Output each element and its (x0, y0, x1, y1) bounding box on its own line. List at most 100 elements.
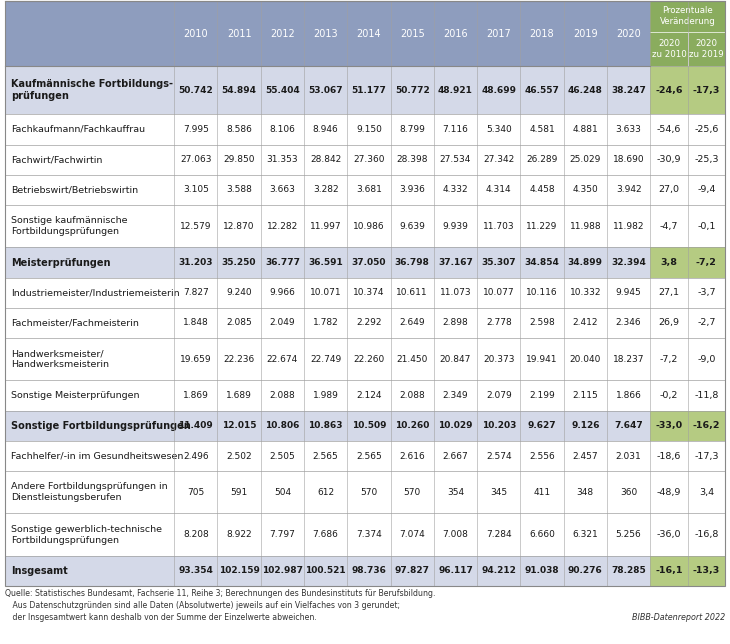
Text: 46.248: 46.248 (568, 86, 603, 95)
Bar (218, 441, 261, 471)
Text: 4.581: 4.581 (529, 125, 555, 134)
Text: -36,0: -36,0 (657, 530, 681, 539)
Text: 11.229: 11.229 (526, 222, 558, 231)
Bar (650, 338, 688, 381)
Text: 18.690: 18.690 (612, 155, 645, 164)
Text: -13,3: -13,3 (693, 566, 720, 575)
Bar (520, 115, 564, 145)
Bar (347, 308, 391, 338)
Bar (218, 175, 261, 205)
Bar (650, 32, 688, 66)
Text: 55.404: 55.404 (265, 86, 300, 95)
Text: 12.015: 12.015 (222, 421, 256, 430)
Text: -17,3: -17,3 (694, 451, 718, 460)
Bar (477, 411, 520, 441)
Bar (434, 1, 477, 66)
Text: 27,1: 27,1 (658, 289, 680, 298)
Bar (218, 308, 261, 338)
Bar (174, 278, 218, 308)
Text: 32.394: 32.394 (611, 258, 646, 267)
Text: 3,4: 3,4 (699, 488, 714, 497)
Bar (174, 471, 218, 513)
Text: 2.616: 2.616 (399, 451, 425, 460)
Text: 2015: 2015 (400, 28, 425, 39)
Bar (477, 471, 520, 513)
Bar (218, 247, 261, 278)
Text: 9.939: 9.939 (442, 222, 469, 231)
Text: 6.660: 6.660 (529, 530, 555, 539)
Text: 2.349: 2.349 (442, 391, 469, 400)
Text: 591: 591 (231, 488, 247, 497)
Bar (391, 115, 434, 145)
Bar (520, 381, 564, 411)
Text: 10.260: 10.260 (395, 421, 429, 430)
Text: -24,6: -24,6 (656, 86, 683, 95)
Text: 2.505: 2.505 (269, 451, 295, 460)
Bar (304, 115, 347, 145)
Bar (5, 1, 174, 66)
Bar (174, 115, 218, 145)
Text: 53.067: 53.067 (308, 86, 343, 95)
Bar (520, 471, 564, 513)
Text: 7.647: 7.647 (614, 421, 643, 430)
Bar (261, 66, 304, 115)
Text: 27.063: 27.063 (180, 155, 212, 164)
Text: 10.332: 10.332 (569, 289, 601, 298)
Bar (261, 145, 304, 175)
Text: -2,7: -2,7 (697, 319, 715, 328)
Bar (434, 308, 477, 338)
Bar (261, 381, 304, 411)
Text: 11.997: 11.997 (310, 222, 342, 231)
Bar (477, 175, 520, 205)
Text: 51.177: 51.177 (352, 86, 386, 95)
Text: 50.742: 50.742 (178, 86, 213, 95)
Text: 4.314: 4.314 (486, 185, 512, 194)
Bar (688, 66, 725, 115)
Bar (5, 556, 174, 586)
Text: Quelle: Statistisches Bundesamt, Fachserie 11, Reihe 3; Berechnungen des Bundesi: Quelle: Statistisches Bundesamt, Fachser… (5, 589, 436, 598)
Text: Fachhelfer/-in im Gesundheitswesen: Fachhelfer/-in im Gesundheitswesen (11, 451, 183, 460)
Bar (520, 556, 564, 586)
Text: Meisterprüfungen: Meisterprüfungen (11, 258, 110, 267)
Text: -30,9: -30,9 (657, 155, 681, 164)
Bar (434, 411, 477, 441)
Text: 34.854: 34.854 (525, 258, 559, 267)
Text: 3.663: 3.663 (269, 185, 296, 194)
Bar (174, 513, 218, 556)
Bar (607, 175, 650, 205)
Text: 2.778: 2.778 (486, 319, 512, 328)
Text: 8.208: 8.208 (183, 530, 209, 539)
Text: 100.521: 100.521 (305, 566, 346, 575)
Bar (261, 278, 304, 308)
Text: 2.565: 2.565 (312, 451, 339, 460)
Bar (261, 441, 304, 471)
Text: 10.806: 10.806 (265, 421, 299, 430)
Bar (218, 338, 261, 381)
Text: 4.458: 4.458 (529, 185, 555, 194)
Text: 20.040: 20.040 (569, 355, 601, 364)
Text: 2013: 2013 (313, 28, 338, 39)
Text: 5.256: 5.256 (615, 530, 642, 539)
Text: 38.247: 38.247 (611, 86, 646, 95)
Bar (304, 205, 347, 247)
Bar (434, 115, 477, 145)
Bar (5, 513, 174, 556)
Bar (5, 471, 174, 513)
Text: -0,2: -0,2 (660, 391, 678, 400)
Bar (5, 66, 174, 115)
Text: 10.374: 10.374 (353, 289, 385, 298)
Text: 12.282: 12.282 (266, 222, 298, 231)
Text: 2.085: 2.085 (226, 319, 252, 328)
Text: 2.667: 2.667 (442, 451, 469, 460)
Bar (520, 145, 564, 175)
Text: 3.633: 3.633 (615, 125, 642, 134)
Bar (174, 556, 218, 586)
Text: 37.050: 37.050 (352, 258, 386, 267)
Text: -4,7: -4,7 (660, 222, 678, 231)
Text: -9,0: -9,0 (697, 355, 715, 364)
Text: -9,4: -9,4 (697, 185, 715, 194)
Bar (564, 471, 607, 513)
Text: Sonstige Meisterprüfungen: Sonstige Meisterprüfungen (11, 391, 139, 400)
Text: 90.276: 90.276 (568, 566, 603, 575)
Text: 21.450: 21.450 (396, 355, 428, 364)
